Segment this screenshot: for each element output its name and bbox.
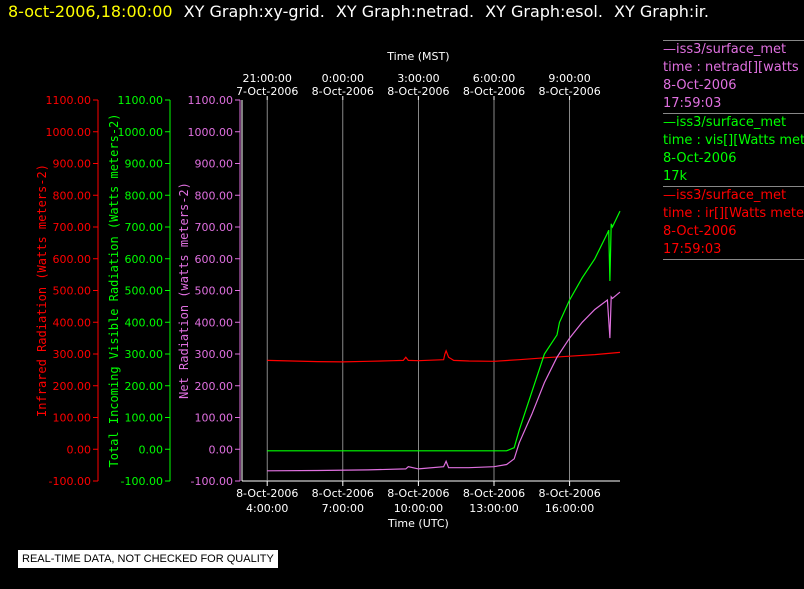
series-line-vis (267, 210, 621, 452)
legend-time: 17:59:03 (663, 242, 722, 257)
graph-name-ir: XY Graph:ir. (614, 2, 709, 21)
legend-variable: time : vis[][Watts meter (663, 133, 804, 148)
y-tick-label: -100.00 (121, 475, 163, 488)
tick-label-utc-date: 8-Oct-2006 (538, 487, 600, 500)
y-tick-label: 400.00 (125, 316, 164, 329)
y-tick-label: 700.00 (195, 221, 234, 234)
tick-label-mst-date: 8-Oct-2006 (538, 85, 600, 98)
graph-name-netrad: XY Graph:netrad. (335, 2, 475, 21)
y-tick-label: 100.00 (195, 412, 234, 425)
y-tick-label: 300.00 (53, 348, 92, 361)
y-tick-label: -100.00 (191, 475, 233, 488)
legend-time: 17:59:03 (663, 96, 722, 111)
y-tick-label: 200.00 (53, 380, 92, 393)
y-tick-label: 900.00 (125, 158, 164, 171)
y-tick-label: 100.00 (125, 412, 164, 425)
tick-label-utc-time: 13:00:00 (469, 502, 518, 515)
y-tick-label: 700.00 (125, 221, 164, 234)
timestamp: 8-oct-2006,18:00:00 (8, 2, 173, 21)
y-tick-label: 1100.00 (118, 94, 164, 107)
tick-label-mst-time: 0:00:00 (322, 72, 364, 85)
tick-label-utc-time: 7:00:00 (322, 502, 364, 515)
legend-source: —iss3/surface_met (663, 188, 787, 203)
tick-label-mst-time: 3:00:00 (397, 72, 439, 85)
x-axis-label-mst: Time (MST) (386, 50, 449, 63)
y-tick-label: 0.00 (209, 443, 234, 456)
y-tick-label: 500.00 (195, 285, 234, 298)
y-tick-label: 200.00 (195, 380, 234, 393)
tick-label-utc-date: 8-Oct-2006 (236, 487, 298, 500)
legend-time: 17k (663, 169, 688, 184)
graph-name-xy-grid: XY Graph:xy-grid. (183, 2, 325, 21)
tick-label-mst-date: 8-Oct-2006 (312, 85, 374, 98)
y-tick-label: 800.00 (53, 189, 92, 202)
y-tick-label: 200.00 (125, 380, 164, 393)
series-line-ir (267, 349, 621, 363)
graph-name-esol: XY Graph:esol. (485, 2, 603, 21)
legend-entry-ir: —iss3/surface_met time : ir[][Watts mete… (663, 186, 804, 259)
legend-entry-netrad: —iss3/surface_met time : netrad[][watts … (663, 40, 804, 113)
legend-date: 8-Oct-2006 (663, 78, 737, 93)
tick-label-utc-time: 16:00:00 (545, 502, 594, 515)
y-tick-label: 300.00 (125, 348, 164, 361)
tick-label-utc-date: 8-Oct-2006 (387, 487, 449, 500)
tick-label-utc-time: 4:00:00 (246, 502, 288, 515)
y-tick-label: 700.00 (53, 221, 92, 234)
y-tick-label: 900.00 (53, 158, 92, 171)
legend-entry-vis: —iss3/surface_met time : vis[][Watts met… (663, 113, 804, 186)
y-axis-label: Total Incoming Visible Radiation (Watts … (107, 113, 121, 467)
legend-date: 8-Oct-2006 (663, 151, 737, 166)
tick-label-mst-time: 21:00:00 (242, 72, 291, 85)
y-tick-label: 0.00 (67, 443, 92, 456)
tick-label-mst-time: 6:00:00 (473, 72, 515, 85)
legend-variable: time : ir[][Watts meters (663, 206, 804, 221)
legend: —iss3/surface_met time : netrad[][watts … (663, 40, 804, 261)
y-tick-label: 500.00 (125, 285, 164, 298)
y-tick-label: 900.00 (195, 158, 234, 171)
tick-label-mst-date: 8-Oct-2006 (463, 85, 525, 98)
x-axis-label-utc: Time (UTC) (387, 517, 449, 530)
legend-variable: time : netrad[][watts met (663, 60, 804, 75)
quality-notice: REAL-TIME DATA, NOT CHECKED FOR QUALITY (18, 550, 278, 568)
y-tick-label: 800.00 (125, 189, 164, 202)
legend-source: —iss3/surface_met (663, 115, 787, 130)
tick-label-utc-date: 8-Oct-2006 (312, 487, 374, 500)
y-tick-label: 600.00 (53, 253, 92, 266)
y-tick-label: 1000.00 (118, 126, 164, 139)
tick-label-utc-time: 10:00:00 (394, 502, 443, 515)
legend-source: —iss3/surface_met (663, 42, 787, 57)
header: 8-oct-2006,18:00:00 XY Graph:xy-grid. XY… (8, 2, 709, 21)
tick-label-mst-date: 7-Oct-2006 (236, 85, 298, 98)
y-tick-label: 1100.00 (188, 94, 234, 107)
y-axis-label: Net Radiation (watts meters-2) (177, 182, 191, 399)
tick-label-mst-time: 9:00:00 (548, 72, 590, 85)
y-tick-label: 800.00 (195, 189, 234, 202)
y-tick-label: 400.00 (195, 316, 234, 329)
tick-label-mst-date: 8-Oct-2006 (387, 85, 449, 98)
y-tick-label: 0.00 (139, 443, 164, 456)
y-tick-label: 300.00 (195, 348, 234, 361)
y-tick-label: 100.00 (53, 412, 92, 425)
y-tick-label: 600.00 (195, 253, 234, 266)
tick-label-utc-date: 8-Oct-2006 (463, 487, 525, 500)
y-tick-label: 1000.00 (188, 126, 234, 139)
series-line-netrad (267, 291, 621, 472)
y-tick-label: -100.00 (49, 475, 91, 488)
legend-date: 8-Oct-2006 (663, 224, 737, 239)
legend-divider (663, 259, 804, 261)
y-tick-label: 500.00 (53, 285, 92, 298)
y-tick-label: 1000.00 (46, 126, 92, 139)
y-tick-label: 400.00 (53, 316, 92, 329)
y-tick-label: 600.00 (125, 253, 164, 266)
y-axis-label: Infrared Radiation (Watts meters-2) (35, 164, 49, 417)
y-tick-label: 1100.00 (46, 94, 92, 107)
